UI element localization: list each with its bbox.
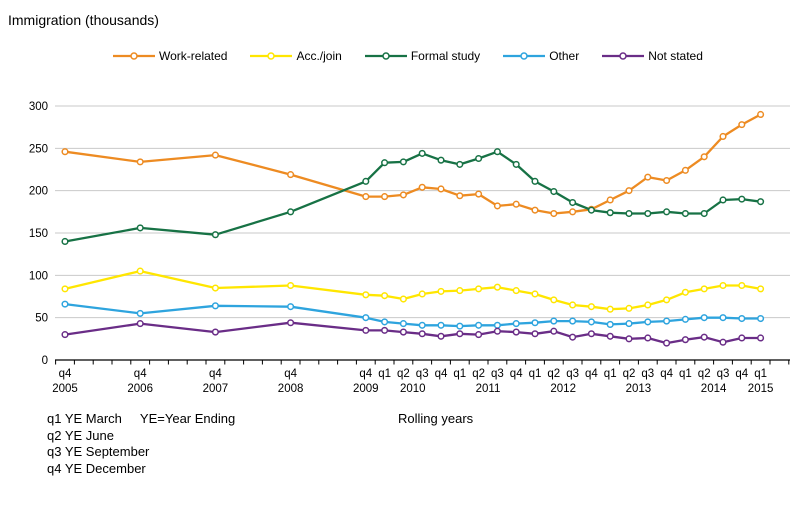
- legend-item-other: Other: [502, 49, 579, 63]
- acc-join-line-swatch-icon: [250, 52, 293, 60]
- svg-text:q4: q4: [585, 368, 598, 380]
- svg-text:q1: q1: [378, 368, 391, 380]
- svg-text:q3: q3: [717, 368, 730, 380]
- note-q1-line: q1 YE March YE=Year Ending: [47, 411, 235, 428]
- svg-text:q1: q1: [754, 368, 767, 380]
- other-line-swatch-icon: [503, 52, 546, 60]
- note-q2: q2 YE June: [47, 427, 114, 443]
- legend-item-acc-join: Acc./join: [249, 49, 342, 63]
- svg-text:2013: 2013: [626, 383, 652, 395]
- note-q4: q4 YE December: [47, 460, 146, 476]
- svg-text:100: 100: [29, 270, 48, 282]
- note-q3: q3 YE September: [47, 444, 150, 459]
- svg-text:0: 0: [42, 355, 48, 367]
- chart-title: Immigration (thousands): [8, 12, 159, 28]
- formal-study-line-swatch-icon: [364, 52, 407, 60]
- svg-text:q1: q1: [679, 368, 692, 380]
- svg-text:q1: q1: [604, 368, 617, 380]
- legend-item-work-related: Work-related: [112, 49, 227, 63]
- legend-label-formal-study: Formal study: [410, 49, 481, 63]
- x-axis-tick-labels: q4 q4 q4 q4 q4 q1 q2 q3 q4 q1 q2 q3 q4 q1 q2 q3 q4 q1 q2 q3…: [59, 368, 767, 380]
- svg-text:q4: q4: [660, 368, 673, 380]
- svg-text:q1: q1: [453, 368, 466, 380]
- svg-text:q2: q2: [472, 368, 485, 380]
- svg-text:q3: q3: [416, 368, 429, 380]
- series-not-stated: [61, 319, 765, 347]
- svg-text:2011: 2011: [476, 383, 501, 395]
- svg-text:2010: 2010: [400, 383, 426, 395]
- svg-text:q4: q4: [510, 368, 523, 380]
- svg-text:q1: q1: [529, 368, 542, 380]
- gridlines: [55, 105, 790, 319]
- svg-text:250: 250: [29, 143, 48, 155]
- legend-item-formal-study: Formal study: [364, 49, 480, 63]
- svg-text:2009: 2009: [353, 383, 379, 395]
- svg-text:200: 200: [29, 186, 48, 198]
- svg-text:q2: q2: [623, 368, 636, 380]
- legend-label-not-stated: Not stated: [648, 49, 703, 63]
- x-axis-year-labels: 2005 2006 2007 2008 2009 2010 2011 2012 2013 2014…: [52, 383, 773, 395]
- legend-label-work-related: Work-related: [159, 49, 228, 63]
- series-acc-join: [61, 267, 765, 313]
- legend: Work-related Acc./join Formal study Othe…: [112, 49, 703, 63]
- svg-text:2014: 2014: [701, 383, 727, 395]
- note-q1: q1 YE March: [47, 411, 122, 426]
- svg-text:300: 300: [29, 101, 48, 113]
- svg-text:2015: 2015: [748, 383, 774, 395]
- legend-label-other: Other: [549, 49, 580, 63]
- svg-text:2012: 2012: [550, 383, 576, 395]
- legend-item-not-stated: Not stated: [601, 49, 703, 63]
- svg-text:2007: 2007: [203, 383, 229, 395]
- svg-text:q4: q4: [735, 368, 748, 380]
- svg-text:q4: q4: [435, 368, 448, 380]
- svg-text:150: 150: [29, 228, 48, 240]
- legend-label-acc-join: Acc./join: [296, 49, 342, 63]
- svg-text:2006: 2006: [127, 383, 153, 395]
- svg-text:2005: 2005: [52, 383, 78, 395]
- quarter-definition-notes: q1 YE March YE=Year Ending q2 YE June q3 …: [47, 411, 235, 477]
- svg-text:q2: q2: [547, 368, 560, 380]
- svg-text:q4: q4: [284, 368, 297, 380]
- svg-text:50: 50: [35, 313, 48, 325]
- plot-svg: 0 50 100 150 200 250 300 q4 q4 q4 q4 q4 q1 q2 q3 q4 q1 q2…: [29, 101, 790, 395]
- note-ye-definition: YE=Year Ending: [139, 411, 236, 426]
- svg-text:q4: q4: [359, 368, 372, 380]
- work-related-line-swatch-icon: [113, 52, 155, 60]
- x-axis-title: Rolling years: [398, 411, 474, 426]
- svg-text:q4: q4: [134, 368, 147, 380]
- series-formal-study: [61, 148, 765, 246]
- svg-text:q4: q4: [209, 368, 222, 380]
- svg-text:q2: q2: [397, 368, 410, 380]
- series-other: [61, 300, 765, 330]
- not-stated-line-swatch-icon: [602, 52, 645, 60]
- svg-text:q3: q3: [566, 368, 579, 380]
- series-work-related: [61, 110, 765, 218]
- svg-text:q3: q3: [491, 368, 504, 380]
- svg-text:q4: q4: [59, 368, 72, 380]
- x-axis: [55, 359, 790, 365]
- svg-text:2008: 2008: [278, 383, 304, 395]
- svg-text:q2: q2: [698, 368, 711, 380]
- svg-text:q3: q3: [641, 368, 654, 380]
- y-axis-tick-labels: 0 50 100 150 200 250 300: [29, 101, 48, 367]
